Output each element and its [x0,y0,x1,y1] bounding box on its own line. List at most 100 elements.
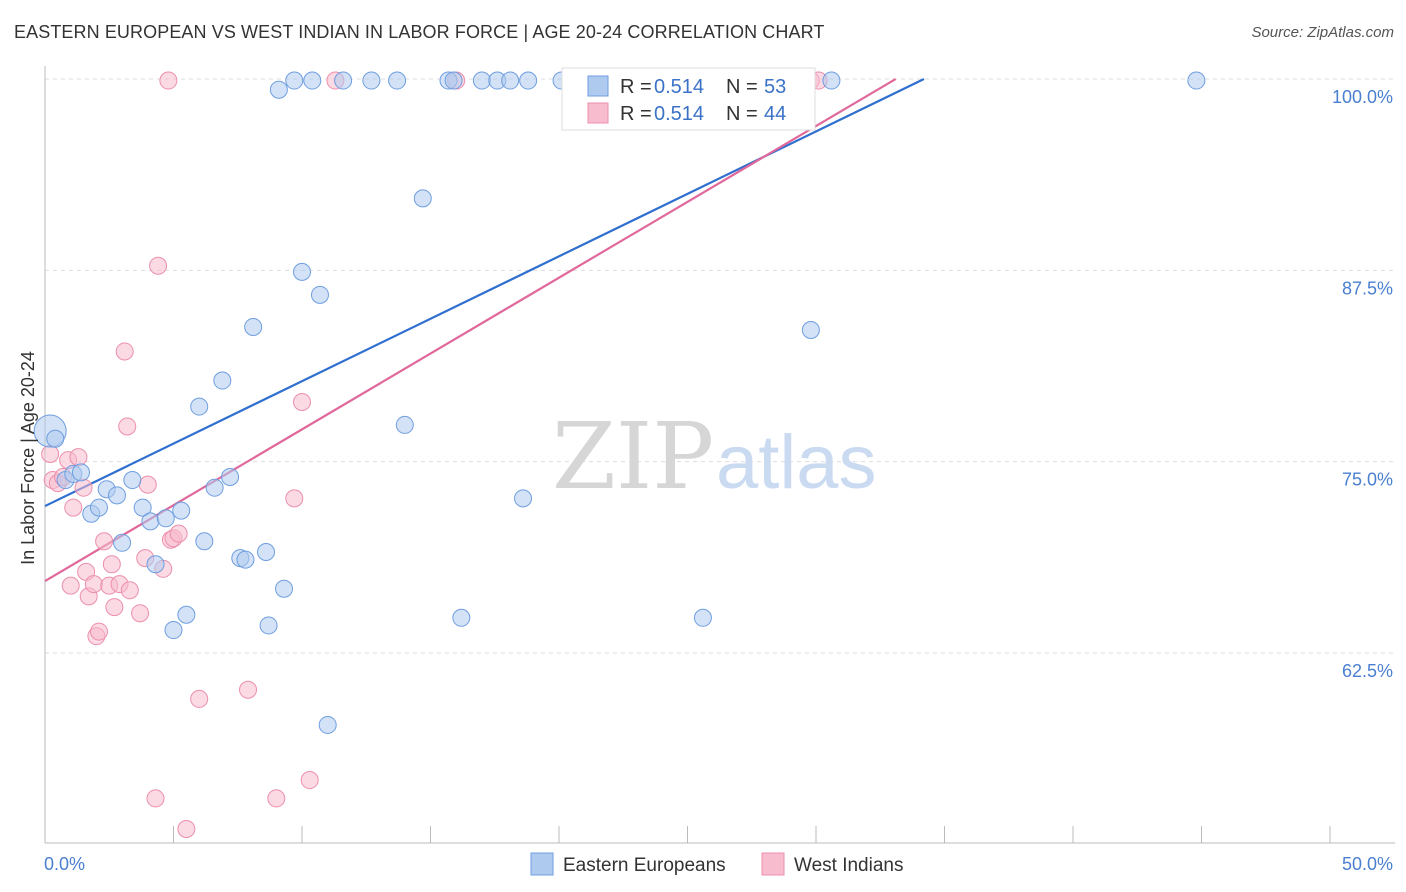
eastern-european-point [362,71,381,90]
eastern-european-point [801,321,820,340]
eastern-european-point [303,71,322,90]
eastern-europeans-trendline [44,78,925,508]
eastern-european-point [213,371,232,390]
bottom-legend-swatch-west-indians [761,852,785,876]
eastern-european-point [89,498,108,517]
legend-r-label-1: R = [620,76,652,98]
eastern-european-point [236,550,255,569]
legend-swatch-blue [587,75,609,97]
legend: R = 0.514 N = 53 R = 0.514 N = 44 [561,67,816,131]
eastern-european-point [172,501,191,520]
west-indian-point [169,524,188,543]
west-indian-point [138,475,157,494]
eastern-european-point [259,616,278,635]
x-tick-label: 50.0% [1342,854,1393,874]
west-indian-point [131,604,150,623]
west-indian-point [84,575,103,594]
y-tick-label: 62.5% [1342,661,1393,681]
west-indian-point [177,820,196,839]
y-tick-label: 87.5% [1342,278,1393,298]
trendlines [44,78,925,583]
eastern-european-point [164,621,183,640]
west-indian-point [159,71,178,90]
west-indian-point [118,417,137,436]
legend-n-value-1: 53 [764,76,786,98]
source-credit: Source: ZipAtlas.com [1251,24,1394,41]
west-indian-point [293,392,311,411]
west-indian-point [239,680,258,699]
eastern-european-point [310,285,329,304]
west-indian-point [95,532,114,551]
eastern-european-point [413,189,432,208]
legend-r-value-2: 0.514 [654,103,704,125]
eastern-european-point [693,608,712,627]
y-tick-label: 75.0% [1342,470,1393,490]
eastern-european-point [205,478,224,497]
eastern-european-point [388,71,407,90]
eastern-european-point [190,397,209,416]
eastern-european-point [472,71,491,90]
eastern-european-point [293,262,311,281]
legend-n-value-2: 44 [764,103,786,125]
west-indian-point [61,576,80,595]
west-indian-point [285,489,304,508]
eastern-european-point [514,489,533,508]
eastern-european-point [822,71,841,90]
eastern-european-point [123,471,142,490]
legend-swatch-pink [587,102,609,124]
y-tick-label: 100.0% [1332,87,1393,107]
eastern-european-point [244,317,263,336]
watermark: ZIP atlas [552,403,877,510]
eastern-european-point [501,71,520,90]
eastern-european-point [318,715,337,734]
eastern-european-point [156,509,175,528]
west-indian-point [267,789,286,808]
eastern-european-point [146,555,165,574]
eastern-european-point [113,533,132,552]
x-tick-label: 0.0% [44,854,85,874]
eastern-european-point [71,463,90,482]
west-indian-point [64,498,83,517]
bottom-legend: Eastern Europeans West Indians [530,852,903,876]
west-indian-point [149,256,168,275]
tick-labels: 62.5% 75.0% 87.5% 100.0% 0.0% 50.0% [44,87,1393,874]
chart-title: EASTERN EUROPEAN VS WEST INDIAN IN LABOR… [14,22,825,42]
west-indian-point [120,581,139,600]
west-indian-point [105,598,124,617]
eastern-european-point [195,532,214,551]
eastern-european-point [257,542,276,561]
eastern-european-point [334,71,353,90]
scatter-points [33,71,1206,839]
eastern-european-point [519,71,538,90]
bottom-legend-label-west-indians: West Indians [794,855,903,876]
legend-r-value-1: 0.514 [654,76,704,98]
eastern-european-point [269,80,288,99]
bottom-legend-swatch-eastern-europeans [530,852,554,876]
eastern-european-point [275,579,294,598]
west-indian-point [146,789,165,808]
west-indian-point [69,448,88,467]
eastern-european-point [1187,71,1206,90]
eastern-european-point [444,71,463,90]
bottom-legend-label-eastern-europeans: Eastern Europeans [563,855,726,876]
legend-r-label-2: R = [620,103,652,125]
y-axis-title: In Labor Force | Age 20-24 [18,351,38,565]
watermark-zip: ZIP [552,403,714,510]
eastern-european-point [285,71,304,90]
eastern-european-point [46,429,65,448]
eastern-european-point [395,415,414,434]
eastern-european-point [133,498,152,517]
west-indian-point [190,689,209,708]
west-indian-point [300,771,319,790]
west-indian-point [115,342,134,361]
west-indian-point [102,555,121,574]
eastern-european-point [141,512,160,531]
eastern-european-point [452,608,471,627]
watermark-atlas: atlas [716,420,877,505]
eastern-european-point [107,486,126,505]
west-indian-point [41,445,60,464]
west-indian-point [89,622,108,641]
eastern-european-point [221,467,240,486]
eastern-european-point [177,605,196,624]
